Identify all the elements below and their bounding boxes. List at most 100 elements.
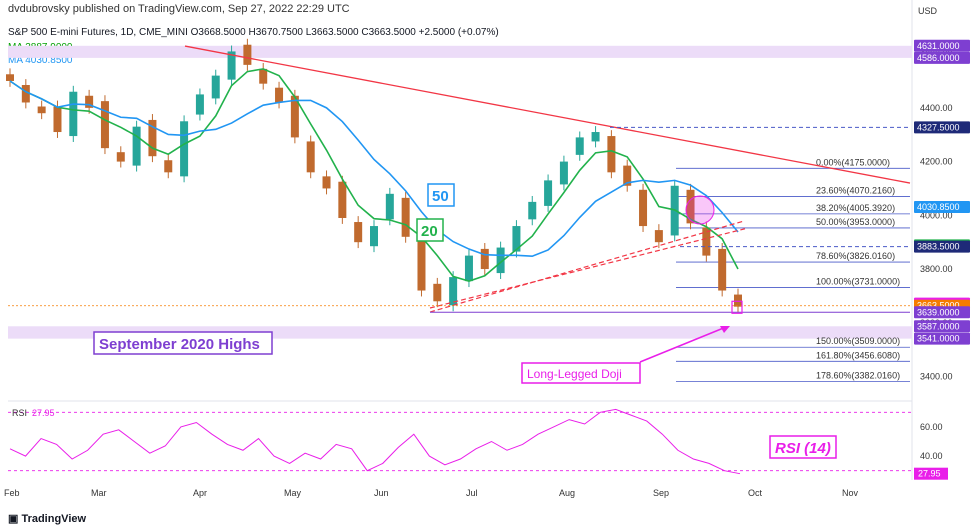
- candle-body: [417, 240, 426, 291]
- candle-body: [148, 119, 157, 157]
- price-axis-tag: [914, 306, 970, 319]
- candle-body: [528, 201, 537, 220]
- cross-highlight-circle: [685, 195, 715, 225]
- y-tick-label: 3400.00: [920, 372, 953, 382]
- candle-body: [164, 160, 173, 173]
- candle-body: [654, 230, 663, 243]
- candle-body: [132, 126, 141, 166]
- x-tick-label: May: [284, 488, 302, 498]
- price-axis-tag: [914, 121, 970, 134]
- candle-body: [401, 197, 410, 237]
- falling-trendline: [184, 45, 911, 184]
- rsi-title: RSI (14): [775, 440, 831, 457]
- x-tick-label: Jun: [374, 488, 389, 498]
- tradingview-logo: ▣ TradingView: [8, 513, 87, 525]
- candle-body: [686, 189, 695, 224]
- candle-body: [100, 101, 109, 149]
- price-axis-tag: [914, 39, 970, 52]
- rising-support-2: [429, 228, 746, 309]
- x-tick-label: Apr: [193, 488, 207, 498]
- rsi-label: RSI: [12, 408, 27, 418]
- price-axis-tag: [914, 240, 970, 253]
- fib-level-label: 23.60%(4070.2160): [816, 185, 895, 195]
- x-tick-label: Aug: [559, 488, 575, 498]
- candle-body: [259, 68, 268, 84]
- resistance-zone-top: [8, 45, 912, 58]
- candle-body: [496, 247, 505, 274]
- rsi-value: 27.95: [32, 408, 55, 418]
- candle-body: [575, 137, 584, 155]
- candle-body: [718, 248, 727, 291]
- candle-body: [591, 132, 600, 142]
- doji-arrowhead: [720, 326, 730, 333]
- rising-support-1: [429, 220, 746, 313]
- doji-callout-label: Long-Legged Doji: [527, 367, 622, 381]
- price-axis-tag-label: 4586.0000: [917, 53, 960, 63]
- candle-body: [243, 44, 252, 65]
- candle-body: [290, 95, 299, 138]
- candle-body: [195, 94, 204, 115]
- candle-body: [639, 189, 648, 227]
- candle-body: [21, 85, 30, 103]
- fib-level-label: 50.00%(3953.0000): [816, 217, 895, 227]
- price-axis-tag-label: 4327.5000: [917, 122, 960, 132]
- ma50-legend: MA 4030.8500: [8, 55, 73, 66]
- ma50-box-label: 50: [432, 188, 449, 205]
- rsi-tick-label: 60.00: [920, 422, 943, 432]
- candle-body: [449, 277, 458, 306]
- price-axis-tag-label: 4030.8500: [917, 202, 960, 212]
- fib-level-label: 78.60%(3826.0160): [816, 251, 895, 261]
- candle-body: [211, 75, 220, 99]
- candle-body: [354, 222, 363, 243]
- y-tick-label: 4400.00: [920, 103, 953, 113]
- candle-body: [6, 74, 14, 81]
- candle-body: [338, 181, 347, 218]
- sept-highs-label: September 2020 Highs: [99, 336, 260, 353]
- x-tick-label: Jul: [466, 488, 478, 498]
- fib-level-label: 0.00%(4175.0000): [816, 157, 890, 167]
- candle-body: [322, 176, 331, 189]
- fib-level-label: 178.60%(3382.0160): [816, 370, 900, 380]
- candle-body: [306, 141, 315, 173]
- candle-body: [385, 193, 394, 220]
- candle-body: [544, 180, 553, 206]
- publish-header: dvdubrovsky published on TradingView.com…: [8, 3, 350, 15]
- price-axis-tag-label: 3541.0000: [917, 334, 960, 344]
- doji-box: [731, 300, 743, 314]
- candle-body: [69, 91, 78, 137]
- ma20-line: [9, 68, 739, 282]
- currency-label: USD: [918, 6, 938, 16]
- price-axis-tag-label: 3883.5000: [917, 242, 960, 252]
- y-tick-label: 3800.00: [920, 264, 953, 274]
- candle-body: [37, 106, 46, 114]
- ma20-box-label: 20: [421, 223, 438, 240]
- candle-body: [734, 294, 742, 307]
- doji-arrow: [639, 326, 727, 363]
- price-axis-tag-label: 4631.0000: [917, 41, 960, 51]
- sept-highs-box: [93, 331, 273, 355]
- rsi-axis-tag-label: 27.95: [918, 469, 941, 479]
- tradingview-icon: ▣: [8, 513, 22, 525]
- fib-level-label: 150.00%(3509.0000): [816, 336, 900, 346]
- fib-level-label: 38.20%(4005.3920): [816, 203, 895, 213]
- candle-body: [623, 165, 632, 186]
- ma50-box: [427, 183, 455, 207]
- price-axis-tag-label: 3663.5000: [917, 301, 960, 311]
- candle-body: [116, 152, 125, 162]
- rsi-title-box: [769, 435, 837, 459]
- candle-body: [180, 121, 189, 177]
- y-tick-label: 4000.00: [920, 210, 953, 220]
- candle-body: [512, 226, 521, 252]
- x-tick-label: Sep: [653, 488, 669, 498]
- candle-body: [480, 248, 489, 270]
- candle-body: [702, 227, 711, 256]
- candle-body: [275, 87, 284, 103]
- x-tick-label: Nov: [842, 488, 859, 498]
- price-axis-tag: [914, 51, 970, 64]
- x-tick-label: Feb: [4, 488, 20, 498]
- price-axis-tag: [914, 201, 970, 214]
- fib-level-label: 100.00%(3731.0000): [816, 277, 900, 287]
- price-axis-tag-label: 3587.0000: [917, 321, 960, 331]
- rsi-tick-label: 40.00: [920, 451, 943, 461]
- rsi-line: [9, 408, 741, 475]
